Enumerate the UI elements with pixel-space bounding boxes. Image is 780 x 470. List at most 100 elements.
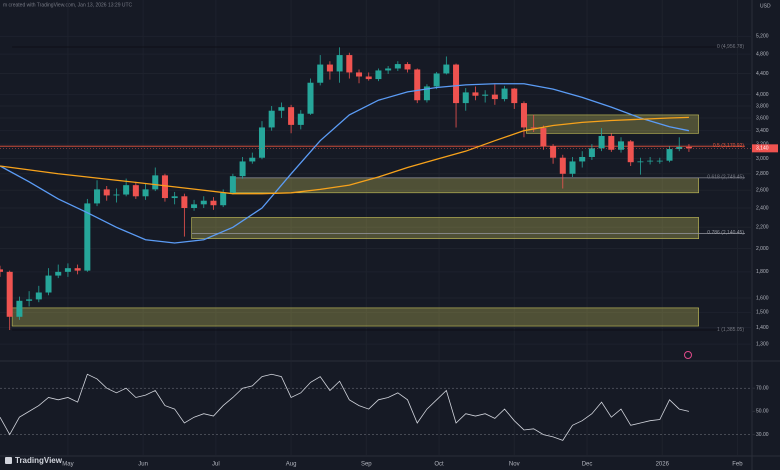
fib-label: 0.618 (2,749.45) [707, 175, 744, 181]
y-tick-label: 50.00 [756, 409, 769, 415]
candle-body [666, 149, 673, 161]
candle-body [617, 141, 625, 150]
candle-body [123, 185, 130, 195]
x-tick-label: Oct [434, 462, 444, 468]
candle-body [462, 92, 469, 104]
candle-body [35, 292, 42, 300]
candle-body [132, 185, 139, 197]
y-tick-label: 4,400 [756, 71, 769, 77]
candle-body [84, 203, 91, 271]
candle-body [511, 88, 518, 104]
candle-body [501, 88, 508, 100]
rsi-line [0, 373, 690, 441]
candle-body [404, 64, 411, 70]
zone [11, 307, 699, 327]
y-tick-label: 2,600 [756, 188, 769, 194]
candle-body [394, 64, 401, 69]
fib-label: 0 (4,956.78) [717, 44, 744, 50]
candle-body [200, 200, 207, 205]
candle-body [346, 55, 353, 73]
candle-body [598, 135, 605, 149]
y-tick-label: 3,800 [756, 103, 769, 109]
y-tick-label: 30.00 [756, 432, 769, 438]
candle-body [550, 146, 557, 158]
candle-body [152, 175, 159, 190]
candle-body [171, 196, 178, 199]
candle-body [288, 107, 295, 125]
candle-body [26, 299, 33, 301]
candle-body [559, 157, 566, 174]
candle-body [181, 196, 188, 208]
candle-body [588, 148, 595, 157]
candle-body [491, 94, 498, 100]
x-tick-label: Feb [732, 462, 743, 468]
alert-icon [684, 351, 692, 359]
fib-label: 0.5 (3,170.92) [713, 143, 744, 149]
candle-body [414, 69, 421, 101]
candle-body [16, 300, 23, 317]
candle-body [472, 92, 479, 96]
y-tick-label: 1,400 [756, 325, 769, 331]
x-tick-label: Aug [286, 462, 297, 468]
y-tick-label: 3,000 [756, 156, 769, 162]
candle-body [433, 73, 440, 87]
candle-body [579, 156, 586, 162]
candle-body [64, 268, 71, 272]
candle-body [249, 157, 256, 162]
candle-body [685, 146, 692, 149]
candle-body [307, 82, 314, 114]
candle-body [453, 64, 460, 104]
candle-body [278, 107, 285, 111]
x-tick-label: May [62, 462, 73, 468]
y-tick-label: 3,400 [756, 128, 769, 134]
y-tick-label: 2,200 [756, 225, 769, 231]
candle-body [530, 127, 537, 129]
y-tick-label: 70.00 [756, 386, 769, 392]
candle-body [540, 128, 547, 147]
candle-body [608, 135, 615, 150]
candle-body [365, 76, 372, 80]
candle-body [647, 160, 654, 162]
candle-body [423, 86, 430, 101]
x-tick-label: Jun [138, 462, 148, 468]
candle-body [210, 200, 217, 206]
candle-body [676, 146, 683, 150]
x-tick-label: 2026 [656, 462, 670, 468]
fib-label: 1 (1,385.05) [717, 327, 744, 333]
candle-body [161, 175, 168, 199]
y-tick-label: 4,800 [756, 51, 769, 57]
candle-body [375, 70, 382, 80]
candle-body [627, 141, 634, 163]
last-price-label: 3,140 [756, 146, 769, 152]
candle-body [55, 271, 62, 276]
candle-body [656, 160, 663, 162]
candle-body [443, 64, 450, 74]
candle-body [142, 189, 149, 197]
brand-text: TradingView [15, 456, 63, 465]
logo-mark [5, 457, 12, 464]
y-tick-label: 1,600 [756, 295, 769, 301]
candle-body [229, 176, 236, 193]
y-tick-label: 1,500 [756, 310, 769, 316]
candle-body [268, 110, 275, 128]
candle-body [94, 189, 101, 204]
candle-body [103, 189, 110, 196]
candle-body [74, 268, 81, 271]
candle-body [637, 161, 644, 163]
zone [191, 217, 699, 239]
y-tick-label: 2,000 [756, 246, 769, 252]
y-tick-label: 4,000 [756, 92, 769, 98]
x-tick-label: Nov [509, 462, 520, 468]
y-tick-label: 2,800 [756, 171, 769, 177]
candle-body [297, 113, 304, 125]
fib-label: 0.786 (2,140.45) [707, 230, 744, 236]
candle-body [385, 68, 392, 71]
y-tick-label: 5,200 [756, 34, 769, 40]
candle-body [220, 192, 227, 206]
brand-logo: TradingView [5, 456, 63, 465]
x-tick-label: Dec [582, 462, 593, 468]
y-tick-label: 3,600 [756, 115, 769, 121]
candle-body [239, 161, 246, 177]
candle-body [336, 55, 343, 72]
